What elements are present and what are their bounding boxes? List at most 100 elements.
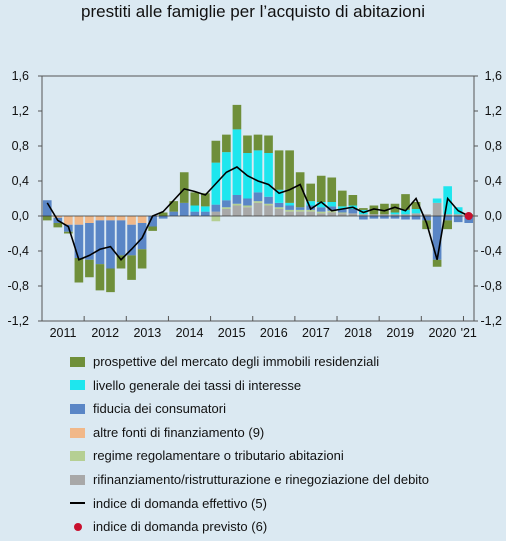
plot-frame xyxy=(41,75,475,322)
bar-prospettive-2014Q4 xyxy=(201,193,210,207)
bar-prospettive-2011Q2 xyxy=(53,223,63,228)
y-tick-label-right: 0,0 xyxy=(485,209,502,223)
bar-prospettive-2013Q4 xyxy=(158,212,168,216)
bar-tassi-2014Q3 xyxy=(190,205,200,212)
bar-rifinanziamento-2017Q4 xyxy=(327,212,337,216)
bar-prospettive-2017Q2 xyxy=(306,183,315,202)
y-tick-label-right: 1,2 xyxy=(485,104,502,118)
bar-tassi-2015Q2 xyxy=(222,152,231,201)
bar-rifinanziamento-2017Q1 xyxy=(295,211,305,217)
bar-fiducia-2016Q3 xyxy=(274,202,284,208)
bar-fiducia-2011Q1 xyxy=(42,200,52,216)
legend-item-tassi: livello generale dei tassi di interesse xyxy=(70,374,429,398)
x-tick-label-2017: 2017 xyxy=(302,326,330,340)
bar-fiducia-2018Q3 xyxy=(359,216,368,220)
bar-fiducia-2013Q1 xyxy=(127,224,136,256)
bar-prospettive-2014Q3 xyxy=(190,192,200,206)
legend-swatch-rifinanziamento xyxy=(70,474,85,485)
legend-label-rifinanziamento: rifinanziamento/ristrutturazione e rineg… xyxy=(93,471,430,487)
bar-prospettive-2020Q2 xyxy=(432,259,442,267)
bar-fiducia-2020Q1 xyxy=(422,216,431,221)
bar-fiducia-2012Q1 xyxy=(85,223,94,260)
bar-tassi-2017Q2 xyxy=(306,201,315,206)
bar-fiducia-2015Q4 xyxy=(243,198,252,206)
y-tick-label-left: -0,4 xyxy=(7,244,29,258)
bar-tassi-2017Q4 xyxy=(327,202,337,207)
bar-prospettive-2018Q2 xyxy=(348,195,358,206)
bar-prospettive-2015Q2 xyxy=(222,134,231,153)
legend: prospettive del mercato degli immobili r… xyxy=(70,350,429,539)
x-tick-label-2015: 2015 xyxy=(218,326,246,340)
bar-fiducia-2014Q3 xyxy=(190,211,200,217)
bar-regime-2015Q1 xyxy=(211,216,221,222)
bar-fiducia-2014Q4 xyxy=(201,211,210,217)
bar-rifinanziamento-2016Q1 xyxy=(253,202,263,217)
x-tick-label-2013: 2013 xyxy=(133,326,161,340)
legend-item-prospettive: prospettive del mercato degli immobili r… xyxy=(70,350,429,374)
bar-fiducia-2011Q4 xyxy=(74,224,84,258)
bar-fiducia-2012Q3 xyxy=(106,220,115,269)
bar-prospettive-2017Q4 xyxy=(327,177,337,202)
bar-fiducia-2018Q4 xyxy=(369,216,379,219)
bar-prospettive-2012Q2 xyxy=(95,264,105,291)
y-tick-label-right: -0,8 xyxy=(480,279,502,293)
bar-rifinanziamento-2018Q3 xyxy=(359,214,368,216)
bar-rifinanziamento-2020Q2 xyxy=(432,202,442,217)
legend-item-effettivo: indice di domanda effettivo (5) xyxy=(70,492,429,516)
bar-regime-2016Q4 xyxy=(285,209,294,212)
bar-tassi-2019Q3 xyxy=(401,209,410,215)
bar-fiducia-2020Q3 xyxy=(443,216,452,221)
bar-tassi-2014Q4 xyxy=(201,206,210,212)
bar-prospettive-2016Q2 xyxy=(264,135,273,153)
bar-altre_fonti-2013Q2 xyxy=(137,216,147,223)
bar-altre_fonti-2013Q1 xyxy=(127,216,136,225)
bar-fiducia-2012Q2 xyxy=(95,220,105,265)
x-tick-label-2020: 2020 xyxy=(428,326,456,340)
bar-altre_fonti-2011Q3 xyxy=(64,216,73,225)
bar-regime-2015Q3 xyxy=(232,203,242,206)
bar-prospettive-2015Q4 xyxy=(243,135,252,153)
bar-regime-2016Q3 xyxy=(274,207,284,209)
legend-label-regime: regime regolamentare o tributario abitaz… xyxy=(93,448,344,464)
bar-fiducia-2019Q4 xyxy=(411,216,421,220)
legend-label-effettivo: indice di domanda effettivo (5) xyxy=(93,495,267,511)
bar-prospettive-2018Q3 xyxy=(359,208,368,210)
y-tick-label-left: -0,8 xyxy=(7,279,29,293)
bar-fiducia-2017Q1 xyxy=(295,207,305,210)
bar-prospettive-2020Q3 xyxy=(443,220,452,230)
x-tick-label-2018: 2018 xyxy=(344,326,372,340)
y-tick-label-left: 1,6 xyxy=(12,69,29,83)
bar-altre_fonti-2012Q4 xyxy=(116,216,126,221)
bar-rifinanziamento-2017Q3 xyxy=(316,213,326,217)
bar-rifinanziamento-2018Q2 xyxy=(348,213,358,217)
legend-swatch-previsto xyxy=(70,522,85,531)
bar-regime-2017Q1 xyxy=(295,209,305,212)
bar-prospettive-2012Q3 xyxy=(106,268,115,293)
plot-border xyxy=(41,75,475,322)
legend-item-fiducia: fiducia dei consumatori xyxy=(70,397,429,421)
bar-fiducia-2016Q4 xyxy=(285,205,294,210)
bar-tassi-2020Q2 xyxy=(432,198,442,203)
bar-rifinanziamento-2019Q2 xyxy=(390,214,400,216)
bar-prospettive-2016Q4 xyxy=(285,150,294,203)
bar-rifinanziamento-2020Q3 xyxy=(443,214,452,216)
bar-tassi-2019Q2 xyxy=(390,212,400,215)
bar-altre_fonti-2011Q2 xyxy=(53,216,63,218)
bar-tassi-2016Q2 xyxy=(264,153,273,197)
bars-layer xyxy=(42,104,474,293)
bar-altre_fonti-2011Q4 xyxy=(74,216,84,225)
bar-prospettive-2015Q3 xyxy=(232,104,242,130)
y-tick-label-right: -1,2 xyxy=(480,314,502,328)
bar-prospettive-2012Q1 xyxy=(85,259,94,278)
bar-fiducia-2015Q3 xyxy=(232,195,242,204)
bar-rifinanziamento-2016Q2 xyxy=(264,205,273,216)
bar-fiducia-2015Q1 xyxy=(211,204,221,212)
bar-prospettive-2015Q1 xyxy=(211,140,221,163)
bar-fiducia-2016Q2 xyxy=(264,196,273,204)
chart-area: -1,2 -1,2 -0,8 -0,8 -0,4 -0,4 0,0 0,0 0,4 0,4 0,8 0… xyxy=(7,69,502,340)
bar-prospettive-2011Q3 xyxy=(64,231,73,234)
bar-tassi-2016Q3 xyxy=(274,189,284,203)
bar-rifinanziamento-2018Q4 xyxy=(369,214,379,216)
legend-swatch-tassi xyxy=(70,380,85,391)
